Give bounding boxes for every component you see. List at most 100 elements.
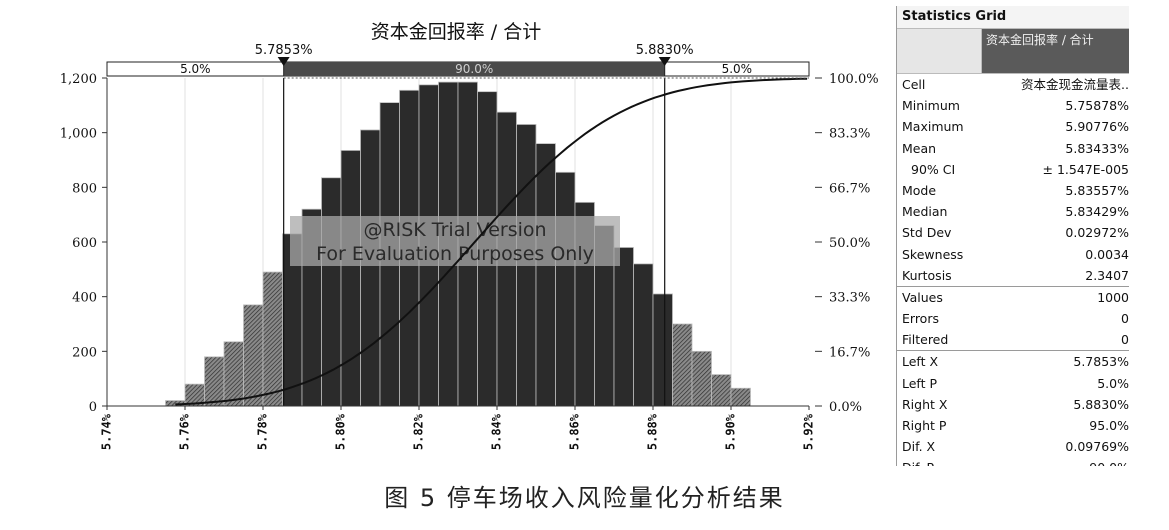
- histogram-bar: [555, 171, 576, 407]
- y2-tick-label: 16.7%: [829, 345, 870, 360]
- statistics-key: Mode: [902, 182, 937, 198]
- statistics-value: 0: [1121, 311, 1129, 327]
- y-tick-label: 800: [72, 181, 97, 196]
- statistics-value: 5.75878%: [1065, 98, 1129, 114]
- statistics-grid-header: 资本金回报率 / 合计: [897, 29, 1129, 74]
- statistics-grid-row: Left X 5.7853%: [897, 350, 1129, 372]
- statistics-key: Values: [902, 289, 943, 305]
- statistics-grid-row: Right P 95.0%: [897, 415, 1129, 436]
- statistics-key: Std Dev: [902, 225, 952, 241]
- statistics-grid-row: Std Dev 0.02972%: [897, 222, 1129, 243]
- statistics-key: Kurtosis: [902, 267, 952, 283]
- statistics-grid-row: Skewness 0.0034: [897, 244, 1129, 265]
- statistics-key: Mean: [902, 140, 937, 156]
- statistics-key: Left X: [902, 354, 939, 370]
- y-tick-label: 400: [72, 291, 97, 306]
- statistics-grid-row: Left P 5.0%: [897, 373, 1129, 394]
- histogram-bar: [360, 129, 381, 407]
- statistics-grid-row: Cell 资本金现金流量表..: [897, 74, 1129, 95]
- y-tick-label: 0: [89, 400, 97, 415]
- statistics-grid-row: Mode 5.83557%: [897, 180, 1129, 201]
- statistics-key: Skewness: [902, 246, 964, 262]
- statistics-value: 0: [1121, 332, 1129, 348]
- statistics-grid-row: Filtered 0: [897, 329, 1129, 350]
- statistics-key: 90% CI: [911, 161, 956, 177]
- statistics-grid-rows: Cell 资本金现金流量表.. Minimum 5.75878% Maximum 5.90…: [897, 74, 1129, 466]
- statistics-key: Left P: [902, 375, 938, 391]
- y2-tick-label: 33.3%: [829, 291, 870, 306]
- statistics-value: 5.0%: [1097, 375, 1129, 391]
- y-tick-label: 1,200: [60, 72, 97, 87]
- statistics-value: 0.02972%: [1065, 225, 1129, 241]
- band-label-middle: 90.0%: [455, 62, 493, 76]
- histogram-bar: [243, 304, 264, 407]
- y2-tick-label: 50.0%: [829, 236, 870, 251]
- y-tick-label: 1,000: [60, 127, 97, 142]
- band-middle: [283, 62, 665, 76]
- histogram-bar: [262, 271, 283, 407]
- statistics-grid-row: Minimum 5.75878%: [897, 95, 1129, 116]
- histogram-bar: [711, 374, 732, 407]
- band-label-left: 5.0%: [180, 62, 211, 76]
- statistics-value: 5.83557%: [1065, 182, 1129, 198]
- statistics-grid-row: Dif. P90.0%: [897, 457, 1129, 466]
- statistics-grid-row: Right X 5.8830%: [897, 394, 1129, 415]
- statistics-grid-row: Kurtosis 2.3407: [897, 265, 1129, 286]
- statistics-grid-row: Errors 0: [897, 308, 1129, 329]
- histogram-bar: [223, 341, 244, 407]
- x-tick-label: 5.76%: [178, 413, 192, 450]
- statistics-grid-row: Mean 5.83433%: [897, 138, 1129, 159]
- statistics-value: 5.7853%: [1073, 354, 1129, 370]
- histogram-bar: [633, 263, 654, 407]
- statistics-key: Cell: [902, 77, 926, 92]
- statistics-key: Filtered: [902, 332, 949, 348]
- x-tick-label: 5.88%: [646, 413, 660, 450]
- band-label-right: 5.0%: [722, 62, 753, 76]
- histogram-bar: [730, 387, 751, 407]
- histogram-bar: [691, 350, 712, 407]
- grid-header-blank-cell: [897, 29, 982, 73]
- histogram-chart: 资本金回报率 / 合计 5.0% 90.0% 5.0% 5.7853% 5.8830% @…: [60, 21, 879, 450]
- cumulative-curve: [175, 77, 808, 406]
- figure-caption: 图 5 停车场收入风险量化分析结果: [384, 484, 785, 512]
- statistics-key: Right X: [902, 396, 948, 412]
- statistics-value: 0.0034: [1085, 246, 1129, 262]
- left-marker-label: 5.7853%: [255, 43, 313, 58]
- watermark-line-2: For Evaluation Purposes Only: [316, 243, 594, 265]
- y-tick-label: 600: [72, 236, 97, 251]
- x-tick-label: 5.92%: [802, 413, 816, 450]
- histogram-bar: [672, 323, 693, 407]
- chart-title: 资本金回报率 / 合计: [371, 21, 541, 43]
- statistics-value: 95.0%: [1089, 418, 1129, 433]
- statistics-grid-row: Median 5.83429%: [897, 201, 1129, 222]
- statistics-grid-row: Values 1000: [897, 285, 1129, 308]
- statistics-key: Dif. P: [897, 457, 981, 466]
- y2-tick-label: 83.3%: [829, 127, 870, 142]
- statistics-key: Maximum: [902, 119, 964, 135]
- histogram-bar: [204, 356, 225, 407]
- statistics-key: Median: [902, 204, 948, 220]
- y-tick-label: 200: [72, 345, 97, 360]
- grid-column-header[interactable]: 资本金回报率 / 合计: [982, 29, 1129, 73]
- histogram-bar: [535, 143, 556, 407]
- statistics-value: ± 1.547E-005: [1042, 161, 1130, 177]
- statistics-value: 5.83433%: [1065, 140, 1129, 156]
- watermark-box: [290, 216, 620, 266]
- statistics-grid-row: Maximum 5.90776%: [897, 116, 1129, 137]
- statistics-key: Right P: [902, 418, 947, 433]
- x-tick-label: 5.74%: [100, 413, 114, 450]
- statistics-value: 1000: [1097, 289, 1129, 305]
- statistics-value: 0.09769%: [1065, 439, 1129, 455]
- statistics-key: Minimum: [902, 98, 960, 114]
- x-tick-label: 5.82%: [412, 413, 426, 450]
- x-tick-label: 5.78%: [256, 413, 270, 450]
- histogram-bar: [652, 293, 673, 407]
- watermark-line-1: @RISK Trial Version: [363, 219, 546, 241]
- histogram-bar: [340, 150, 361, 407]
- statistics-grid-title: Statistics Grid: [897, 6, 1129, 29]
- y2-tick-label: 66.7%: [829, 181, 870, 196]
- statistics-key: Dif. X: [902, 439, 936, 455]
- left-marker-arrow: [277, 57, 290, 66]
- x-tick-label: 5.84%: [490, 413, 504, 450]
- statistics-grid-row: 90% CI ± 1.547E-005: [897, 159, 1129, 180]
